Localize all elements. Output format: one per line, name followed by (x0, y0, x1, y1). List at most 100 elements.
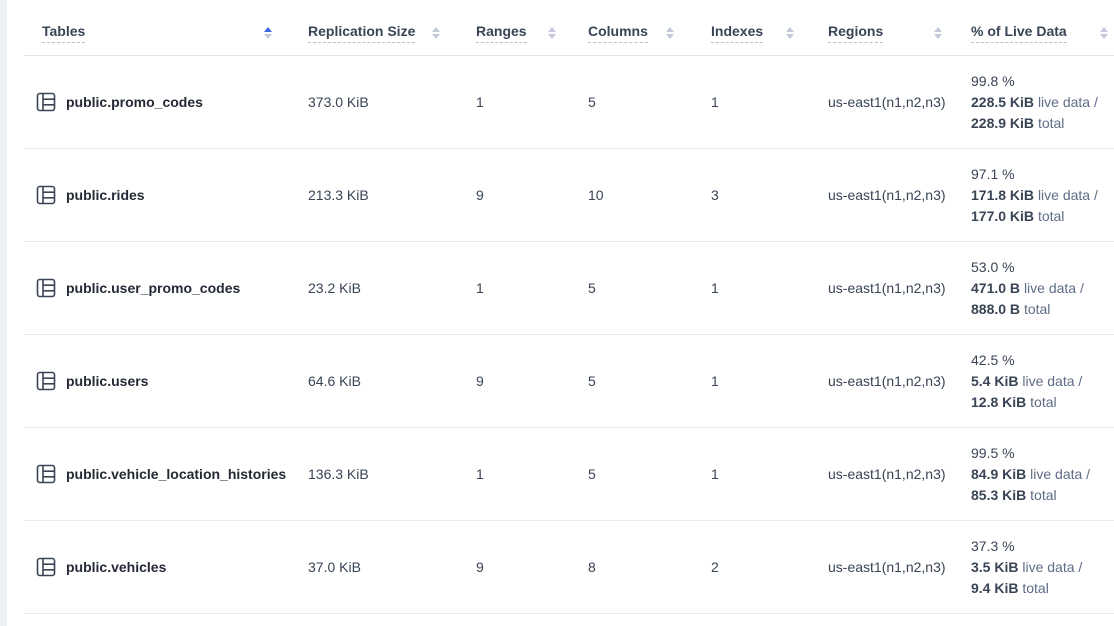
table-name-link[interactable]: public.users (66, 373, 149, 389)
total-size-line: 177.0 KiB total (971, 207, 1065, 224)
live-size-line: 5.4 KiB live data / (971, 372, 1083, 389)
regions-cell: us-east1(n1,n2,n3) (828, 187, 946, 203)
live-size-line: 228.5 KiB live data / (971, 93, 1098, 110)
table-header-row: Tables Replication Size Ranges Columns I… (24, 10, 1114, 56)
table-row[interactable]: public.vehicles 37.0 KiB 9 8 2 us-east1(… (24, 521, 1114, 614)
table-name-cell[interactable]: public.rides (24, 185, 294, 205)
indexes-cell: 3 (711, 187, 719, 203)
regions-cell: us-east1(n1,n2,n3) (828, 280, 946, 296)
table-icon (36, 278, 56, 298)
table-name-cell[interactable]: public.vehicle_location_histories (24, 464, 294, 484)
total-size-line: 12.8 KiB total (971, 393, 1057, 410)
sort-icon[interactable] (934, 26, 942, 39)
columns-cell: 5 (588, 373, 596, 389)
table-name-link[interactable]: public.promo_codes (66, 94, 203, 110)
live-size-line: 171.8 KiB live data / (971, 186, 1098, 203)
table-icon (36, 557, 56, 577)
column-header-ranges[interactable]: Ranges (450, 10, 570, 55)
table-row[interactable]: public.vehicle_location_histories 136.3 … (24, 428, 1114, 521)
ranges-cell: 9 (476, 559, 484, 575)
ranges-cell: 1 (476, 280, 484, 296)
column-header-replication-size-label: Replication Size (308, 23, 416, 43)
table-icon (36, 464, 56, 484)
live-data-cell: 97.1 % 171.8 KiB live data / 177.0 KiB t… (956, 164, 1114, 227)
table-row[interactable]: public.users 64.6 KiB 9 5 1 us-east1(n1,… (24, 335, 1114, 428)
table-name-link[interactable]: public.rides (66, 187, 145, 203)
indexes-cell: 1 (711, 373, 719, 389)
sort-icon[interactable] (264, 26, 272, 39)
column-header-columns-label: Columns (588, 23, 648, 43)
replication-size-cell: 373.0 KiB (308, 94, 369, 110)
total-size-line: 228.9 KiB total (971, 114, 1065, 131)
table-name-link[interactable]: public.user_promo_codes (66, 280, 241, 296)
table-name-link[interactable]: public.vehicles (66, 559, 167, 575)
ranges-cell: 1 (476, 94, 484, 110)
live-size-line: 471.0 B live data / (971, 279, 1084, 296)
sort-icon[interactable] (548, 26, 556, 39)
column-header-ranges-label: Ranges (476, 23, 527, 43)
column-header-indexes[interactable]: Indexes (692, 10, 810, 55)
live-percent: 99.5 % (971, 444, 1015, 461)
total-size-line: 9.4 KiB total (971, 579, 1049, 596)
table-icon (36, 185, 56, 205)
columns-cell: 10 (588, 187, 604, 203)
indexes-cell: 1 (711, 94, 719, 110)
columns-cell: 5 (588, 466, 596, 482)
column-header-regions-label: Regions (828, 23, 884, 43)
table-row[interactable]: public.promo_codes 373.0 KiB 1 5 1 us-ea… (24, 56, 1114, 149)
ranges-cell: 9 (476, 187, 484, 203)
sort-icon[interactable] (666, 26, 674, 39)
live-data-cell: 99.8 % 228.5 KiB live data / 228.9 KiB t… (956, 71, 1114, 134)
live-percent: 97.1 % (971, 165, 1015, 182)
table-name-link[interactable]: public.vehicle_location_histories (66, 466, 287, 482)
sort-icon[interactable] (1100, 26, 1108, 39)
live-data-cell: 37.3 % 3.5 KiB live data / 9.4 KiB total (956, 536, 1114, 599)
replication-size-cell: 64.6 KiB (308, 373, 361, 389)
page-left-gutter (0, 0, 7, 626)
live-percent: 37.3 % (971, 537, 1015, 554)
column-header-live-data[interactable]: % of Live Data (956, 10, 1114, 55)
indexes-cell: 1 (711, 280, 719, 296)
column-header-tables[interactable]: Tables (24, 10, 294, 55)
replication-size-cell: 37.0 KiB (308, 559, 361, 575)
sort-icon[interactable] (786, 26, 794, 39)
tables-list: Tables Replication Size Ranges Columns I… (24, 10, 1114, 614)
column-header-indexes-label: Indexes (711, 23, 764, 43)
table-name-cell[interactable]: public.user_promo_codes (24, 278, 294, 298)
live-data-cell: 42.5 % 5.4 KiB live data / 12.8 KiB tota… (956, 350, 1114, 413)
total-size-line: 85.3 KiB total (971, 486, 1057, 503)
table-icon (36, 92, 56, 112)
live-size-line: 3.5 KiB live data / (971, 558, 1083, 575)
ranges-cell: 9 (476, 373, 484, 389)
regions-cell: us-east1(n1,n2,n3) (828, 466, 946, 482)
replication-size-cell: 136.3 KiB (308, 466, 369, 482)
table-name-cell[interactable]: public.vehicles (24, 557, 294, 577)
live-size-line: 84.9 KiB live data / (971, 465, 1091, 482)
column-header-regions[interactable]: Regions (810, 10, 956, 55)
live-data-cell: 53.0 % 471.0 B live data / 888.0 B total (956, 257, 1114, 320)
live-data-cell: 99.5 % 84.9 KiB live data / 85.3 KiB tot… (956, 443, 1114, 506)
columns-cell: 8 (588, 559, 596, 575)
regions-cell: us-east1(n1,n2,n3) (828, 559, 946, 575)
ranges-cell: 1 (476, 466, 484, 482)
regions-cell: us-east1(n1,n2,n3) (828, 373, 946, 389)
indexes-cell: 2 (711, 559, 719, 575)
table-name-cell[interactable]: public.promo_codes (24, 92, 294, 112)
regions-cell: us-east1(n1,n2,n3) (828, 94, 946, 110)
live-percent: 53.0 % (971, 258, 1015, 275)
indexes-cell: 1 (711, 466, 719, 482)
table-icon (36, 371, 56, 391)
table-row[interactable]: public.rides 213.3 KiB 9 10 3 us-east1(n… (24, 149, 1114, 242)
columns-cell: 5 (588, 280, 596, 296)
total-size-line: 888.0 B total (971, 300, 1051, 317)
live-percent: 99.8 % (971, 72, 1015, 89)
column-header-replication-size[interactable]: Replication Size (294, 10, 450, 55)
sort-icon[interactable] (432, 26, 440, 39)
column-header-tables-label: Tables (42, 23, 86, 43)
table-row[interactable]: public.user_promo_codes 23.2 KiB 1 5 1 u… (24, 242, 1114, 335)
table-name-cell[interactable]: public.users (24, 371, 294, 391)
live-percent: 42.5 % (971, 351, 1015, 368)
replication-size-cell: 23.2 KiB (308, 280, 361, 296)
columns-cell: 5 (588, 94, 596, 110)
column-header-columns[interactable]: Columns (570, 10, 692, 55)
